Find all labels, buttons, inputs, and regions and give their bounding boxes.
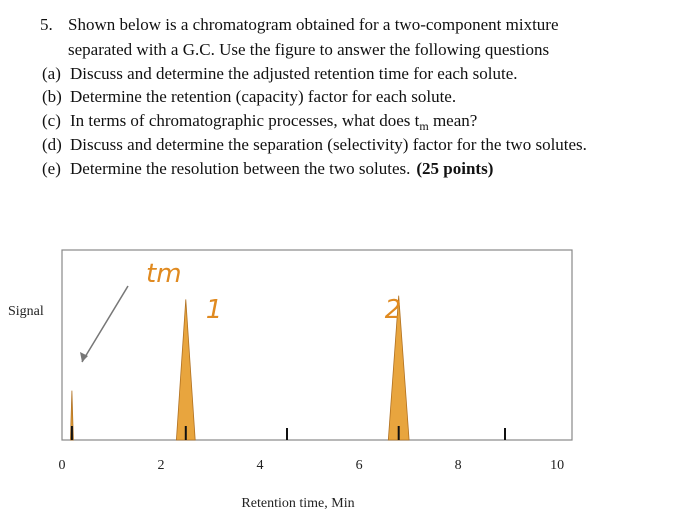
- part-text: Determine the retention (capacity) facto…: [70, 87, 456, 106]
- subscript: m: [419, 119, 429, 133]
- part-label: (d): [42, 135, 62, 154]
- part-text: Determine the resolution between the two…: [70, 159, 410, 178]
- plot-frame: [61, 249, 573, 441]
- part-label: (e): [42, 159, 61, 178]
- part-label: (b): [42, 87, 62, 106]
- part-label: (c): [42, 111, 61, 130]
- y-axis-label: Signal: [8, 304, 44, 319]
- question-number: 5.: [40, 15, 53, 34]
- x-tick-label: 0: [59, 458, 66, 473]
- peak-annotation: 1: [206, 295, 223, 325]
- peak-annotation: 2: [385, 295, 402, 325]
- points: (25 points): [416, 159, 493, 178]
- question-intro: separated with a G.C. Use the figure to …: [68, 40, 549, 59]
- part-label: (a): [42, 64, 61, 83]
- part-text: In terms of chromatographic processes, w…: [70, 111, 420, 130]
- part-text: Determine the resolution between the two…: [70, 159, 493, 178]
- part-text: In terms of chromatographic processes, w…: [70, 111, 477, 133]
- part-text: Discuss and determine the separation (se…: [70, 135, 587, 154]
- x-tick-label: 10: [550, 458, 564, 473]
- arrowhead: [80, 352, 88, 362]
- x-tick-label: 2: [158, 458, 165, 473]
- part-text: Discuss and determine the adjusted reten…: [70, 64, 518, 83]
- x-tick-label: 4: [257, 458, 264, 473]
- x-tick-label: 6: [356, 458, 363, 473]
- question-intro: Shown below is a chromatogram obtained f…: [68, 15, 559, 34]
- x-tick-label: 8: [455, 458, 462, 473]
- arrow: [81, 285, 129, 363]
- part-text: mean?: [429, 111, 478, 130]
- peak-annotation: tm: [146, 259, 182, 289]
- x-axis-label: Retention time, Min: [241, 496, 354, 511]
